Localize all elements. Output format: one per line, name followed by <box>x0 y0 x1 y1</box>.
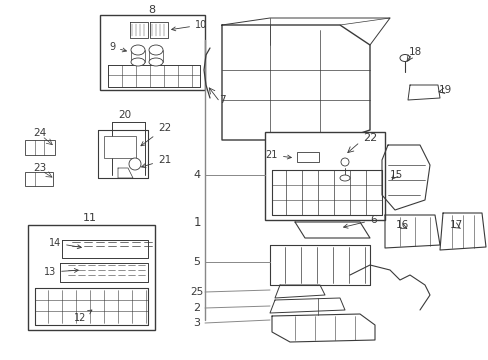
Text: 12: 12 <box>74 310 92 323</box>
Text: 9: 9 <box>109 42 126 52</box>
Text: 7: 7 <box>218 95 225 105</box>
Ellipse shape <box>399 54 409 62</box>
Text: 13: 13 <box>44 267 78 277</box>
Text: 19: 19 <box>437 85 451 95</box>
Text: 21: 21 <box>141 155 171 168</box>
Text: 15: 15 <box>388 170 402 180</box>
Text: 17: 17 <box>448 220 462 230</box>
Ellipse shape <box>131 58 145 66</box>
Bar <box>100 15 204 90</box>
Text: 14: 14 <box>49 238 81 249</box>
Bar <box>104 136 136 158</box>
Text: 1: 1 <box>193 216 201 229</box>
Text: 10: 10 <box>171 20 207 31</box>
Bar <box>296 152 318 162</box>
Text: 16: 16 <box>395 220 408 230</box>
Text: 6: 6 <box>343 215 376 228</box>
Text: 3: 3 <box>193 318 200 328</box>
Ellipse shape <box>340 158 348 166</box>
Bar <box>264 132 384 220</box>
Text: 24: 24 <box>33 128 46 138</box>
Text: 2: 2 <box>193 303 200 313</box>
Text: 22: 22 <box>362 133 376 143</box>
Bar <box>25 172 53 186</box>
Text: 21: 21 <box>265 150 291 160</box>
Text: 5: 5 <box>193 257 200 267</box>
Text: 18: 18 <box>407 47 421 57</box>
Text: 11: 11 <box>83 213 97 223</box>
Ellipse shape <box>339 175 349 181</box>
Bar <box>28 225 155 330</box>
Text: 25: 25 <box>190 287 203 297</box>
Text: 22: 22 <box>141 123 171 146</box>
Text: 23: 23 <box>33 163 46 173</box>
Text: 4: 4 <box>193 170 200 180</box>
Text: 8: 8 <box>148 5 155 15</box>
Circle shape <box>129 158 141 170</box>
Ellipse shape <box>149 58 163 66</box>
Ellipse shape <box>149 45 163 55</box>
Bar <box>25 140 55 155</box>
Text: 20: 20 <box>118 110 131 120</box>
Ellipse shape <box>131 45 145 55</box>
